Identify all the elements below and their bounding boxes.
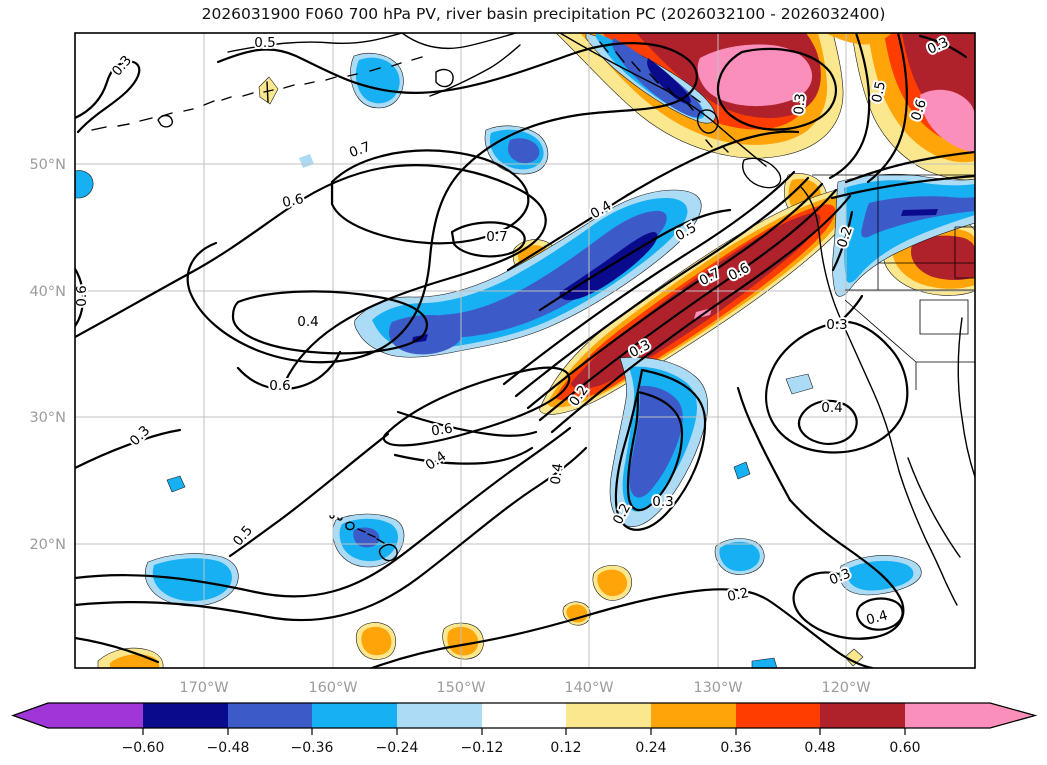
map-frame [74, 32, 976, 669]
colorbar-outline [11, 702, 1038, 729]
contour-label: 0.5 [230, 523, 256, 550]
colorbar-tick-label: 0.60 [889, 740, 920, 756]
axis-tick-labels: 50°N 40°N 30°N 20°N 170°W 160°W 150°W 140°W 130°… [29, 157, 870, 696]
colorbar: −0.60 −0.48 −0.36 −0.24 −0.12 0.12 0.24 0.36 0.4… [11, 702, 1038, 756]
colorbar-cell [736, 703, 820, 728]
pv-contour-lines [75, 33, 975, 668]
colorbar-tick-label: 0.36 [720, 740, 751, 756]
lon-tick-label: 150°W [436, 680, 485, 696]
contour-label: 0.3 [652, 494, 673, 510]
contour-label: 0.3 [826, 317, 847, 333]
lat-tick-label: 20°N [29, 537, 66, 553]
contour-label: 0.3 [127, 423, 154, 450]
state-borders [812, 174, 975, 390]
colorbar-tick-label: −0.24 [376, 740, 419, 756]
contour-label: 0.6 [74, 285, 90, 306]
colorbar-cell [566, 703, 651, 728]
contour-label: 0.4 [821, 400, 842, 416]
colorbar-cell [820, 703, 905, 728]
colorbar-cell [143, 703, 228, 728]
colorbar-cell [482, 703, 566, 728]
contour-label: 0.3 [791, 93, 809, 116]
lon-tick-label: 130°W [693, 680, 742, 696]
lat-tick-label: 50°N [29, 157, 66, 173]
contour-label: 0.4 [548, 462, 567, 486]
colorbar-tick-label: −0.48 [207, 740, 250, 756]
colorbar-cell [312, 703, 397, 728]
colorbar-cell [651, 703, 736, 728]
colorbar-tick-label: 0.48 [804, 740, 835, 756]
colorbar-tick-label: −0.60 [122, 740, 165, 756]
lon-tick-label: 140°W [564, 680, 613, 696]
colorbar-tick-label: −0.36 [291, 740, 334, 756]
contour-label: 0.4 [865, 607, 890, 628]
chart-title: 2026031900 F060 700 hPa PV, river basin … [201, 5, 886, 23]
contour-label: 0.5 [254, 35, 275, 51]
lon-tick-label: 160°W [308, 680, 357, 696]
lon-tick-label: 170°W [179, 680, 228, 696]
contour-label: 0.7 [347, 139, 373, 161]
graticule-grid [75, 33, 975, 668]
colorbar-cell [48, 703, 143, 728]
contour-label: 0.6 [281, 191, 305, 211]
contour-label: 0.6 [269, 378, 290, 394]
lat-tick-label: 40°N [29, 284, 66, 300]
coastlines [91, 33, 975, 606]
colorbar-cell [397, 703, 482, 728]
colorbar-cell [905, 703, 990, 728]
lat-tick-label: 30°N [29, 410, 66, 426]
contour-label: 0.3 [109, 53, 135, 80]
colorbar-tick-label: 0.12 [550, 740, 581, 756]
contour-label: 0.7 [486, 229, 507, 245]
contour-label: 0.4 [423, 448, 450, 473]
colorbar-tick-label: 0.24 [635, 740, 666, 756]
lon-tick-label: 120°W [821, 680, 870, 696]
colorbar-tick-label: −0.12 [461, 740, 504, 756]
contour-label: 0.2 [726, 585, 750, 605]
contour-label: 0.4 [297, 314, 318, 330]
colorbar-cell [228, 703, 312, 728]
contour-label: 0.6 [430, 421, 454, 440]
